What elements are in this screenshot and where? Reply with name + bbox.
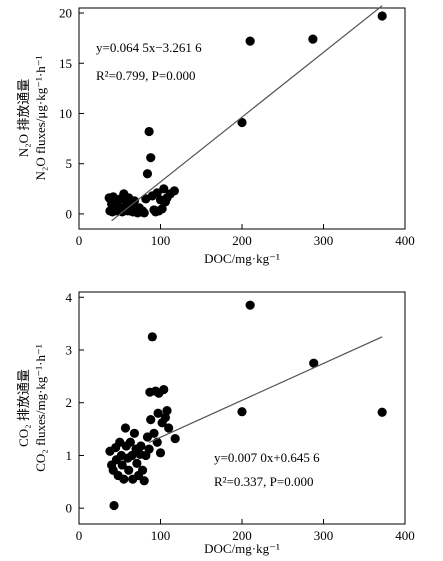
data-point — [160, 412, 170, 423]
y-tick-label: 1 — [66, 448, 73, 463]
data-point — [144, 126, 154, 137]
y-tick-label: 20 — [59, 6, 72, 21]
data-point — [159, 184, 169, 194]
data-point — [157, 204, 167, 214]
data-points — [104, 11, 387, 218]
data-point — [237, 407, 247, 417]
data-point — [377, 407, 387, 417]
data-point — [146, 415, 156, 425]
data-point — [377, 11, 387, 21]
n2o-scatter-panel: 0 100 200 300 400 0 5 10 15 20 DOC/mg·kg⁻¹ N₂O 排放… — [16, 5, 415, 266]
data-point — [245, 300, 255, 310]
data-point — [308, 34, 318, 44]
regression-stats: R²=0.799, P=0.000 — [96, 68, 195, 83]
regression-equation: y=0.064 5x−3.261 6 — [96, 40, 202, 55]
data-point — [155, 448, 166, 458]
y-axis-label-en: N₂O fluxes/μg·kg⁻¹·h⁻¹ — [33, 55, 48, 180]
axis-ticks: 0 100 200 300 400 0 5 10 15 20 — [59, 6, 415, 248]
y-tick-label: 5 — [66, 156, 73, 171]
data-point — [124, 465, 134, 475]
x-tick-label: 400 — [395, 528, 415, 543]
y-tick-label: 4 — [66, 290, 73, 305]
data-point — [139, 208, 149, 218]
x-tick-label: 100 — [151, 233, 171, 248]
x-tick-label: 0 — [76, 528, 83, 543]
trendline-path — [148, 336, 383, 443]
data-point — [309, 358, 319, 368]
data-point — [142, 169, 153, 179]
data-points — [105, 300, 387, 511]
x-tick-label: 300 — [314, 233, 334, 248]
data-point — [162, 406, 172, 416]
regression-stats: R²=0.337, P=0.000 — [214, 474, 313, 489]
y-tick-label: 10 — [59, 106, 72, 121]
data-point — [137, 465, 148, 475]
regression-equation: y=0.007 0x+0.645 6 — [214, 450, 320, 465]
y-tick-label: 0 — [66, 206, 73, 221]
y-axis-label-cn: N₂O 排放通量 — [16, 79, 31, 158]
data-point — [109, 500, 119, 511]
data-point — [117, 460, 127, 470]
x-tick-label: 300 — [314, 528, 334, 543]
data-point — [129, 428, 140, 438]
y-tick-label: 3 — [66, 343, 73, 358]
x-tick-label: 400 — [395, 233, 415, 248]
trendline — [148, 336, 383, 443]
data-point — [159, 384, 169, 395]
trendline — [111, 5, 383, 222]
axis-ticks: 0 100 200 300 400 0 1 2 3 4 — [66, 290, 415, 543]
y-tick-label: 0 — [66, 501, 73, 516]
data-point — [144, 444, 154, 454]
data-point — [132, 458, 142, 468]
data-point — [125, 437, 135, 447]
data-point — [139, 476, 149, 486]
y-axis-label-cn: CO₂ 排放通量 — [16, 369, 31, 447]
data-point — [164, 423, 174, 433]
x-tick-label: 200 — [232, 528, 252, 543]
data-point — [149, 428, 159, 438]
y-tick-label: 15 — [59, 56, 72, 71]
trendline-path — [111, 5, 383, 222]
data-point — [120, 423, 131, 433]
data-point — [119, 474, 129, 484]
data-point — [147, 332, 157, 342]
data-point — [169, 186, 179, 196]
data-point — [153, 408, 163, 418]
y-axis-label-en: CO₂ fluxes/mg·kg⁻¹·h⁻¹ — [33, 344, 48, 472]
data-point — [245, 36, 255, 46]
data-point — [237, 117, 247, 128]
data-point — [146, 153, 156, 163]
x-axis-label: DOC/mg·kg⁻¹ — [204, 251, 280, 266]
x-tick-label: 100 — [151, 528, 171, 543]
x-tick-label: 0 — [76, 233, 83, 248]
data-point — [170, 433, 180, 444]
x-axis-label: DOC/mg·kg⁻¹ — [204, 541, 280, 556]
x-tick-label: 200 — [232, 233, 252, 248]
data-point — [129, 196, 140, 206]
data-point — [136, 441, 146, 451]
y-tick-label: 2 — [66, 395, 73, 410]
